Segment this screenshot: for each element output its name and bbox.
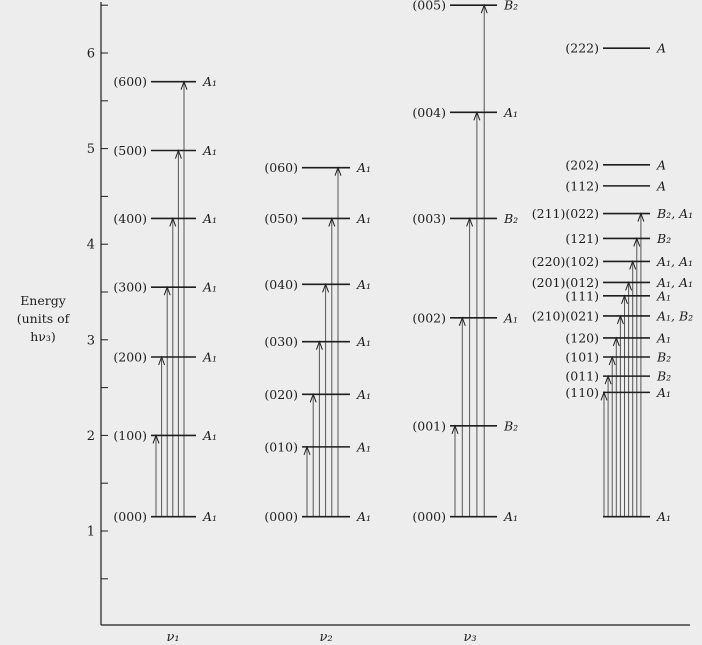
v2-symmetry-label: A₁ — [356, 334, 371, 349]
axis-tick-label: 6 — [87, 47, 95, 62]
combo-symmetry-label: A — [656, 157, 666, 172]
combo-level-label: (120) — [565, 330, 599, 345]
v1-level-label: (600) — [113, 74, 147, 89]
v2-level-label: (040) — [264, 277, 298, 292]
energy-axis-title-line2: (units of hν₃) — [16, 311, 70, 344]
combo-symmetry-label: B₂ — [656, 369, 671, 384]
v1-symmetry-label: A₁ — [202, 211, 217, 226]
combo-symmetry-label: A — [656, 41, 666, 56]
v2-symmetry-label: A₁ — [356, 160, 371, 175]
v3-symmetry-label: A₁ — [503, 509, 518, 524]
v1-symmetry-label: A₁ — [202, 143, 217, 158]
v1-level-label: (500) — [113, 143, 147, 158]
energy-axis-title: Energy (units of hν₃) — [6, 292, 80, 346]
combo-symmetry-label: B₂ — [656, 231, 671, 246]
combo-level-label: (210)(021) — [532, 308, 599, 323]
v3-level-label: (001) — [412, 418, 446, 433]
v3-level-label: (003) — [412, 211, 446, 226]
v3-symmetry-label: A₁ — [503, 105, 518, 120]
v2-symmetry-label: A₁ — [356, 387, 371, 402]
v1-level-label: (400) — [113, 211, 147, 226]
v2-level-label: (030) — [264, 334, 298, 349]
v2-level-label: (050) — [264, 211, 298, 226]
combo-level-label: (110) — [565, 385, 599, 400]
combo-symmetry-label: A₁, B₂ — [656, 308, 693, 323]
combo-level-label: (112) — [565, 178, 599, 193]
combo-level-label: (201)(012) — [532, 275, 599, 290]
v3-symmetry-label: A₁ — [503, 310, 518, 325]
v3-level-label: (005) — [412, 0, 446, 13]
combo-level-label: (101) — [565, 350, 599, 365]
axis-tick-label: 1 — [87, 525, 95, 540]
v1-mode-label: ν₁ — [166, 630, 179, 645]
v1-symmetry-label: A₁ — [202, 280, 217, 295]
v2-level-label: (060) — [264, 160, 298, 175]
combo-level-label: (011) — [565, 369, 599, 384]
combo-symmetry-label: A₁, A₁ — [656, 275, 693, 290]
v3-symmetry-label: B₂ — [503, 0, 518, 13]
v2-level-label: (010) — [264, 439, 298, 454]
v3-mode-label: ν₃ — [463, 630, 476, 645]
v2-mode-label: ν₂ — [319, 630, 332, 645]
combo-symmetry-label: A₁ — [656, 330, 671, 345]
v3-level-label: (004) — [412, 105, 446, 120]
combo-symmetry-label: B₂ — [656, 350, 671, 365]
v1-symmetry-label: A₁ — [202, 350, 217, 365]
axis-tick-label: 2 — [87, 429, 95, 444]
combo-symmetry-label: A₁ — [656, 509, 671, 524]
combo-symmetry-label: A₁ — [656, 288, 671, 303]
v1-symmetry-label: A₁ — [202, 428, 217, 443]
axis-tick-label: 3 — [87, 333, 95, 348]
v2-symmetry-label: A₁ — [356, 509, 371, 524]
combo-symmetry-label: A — [656, 178, 666, 193]
v1-symmetry-label: A₁ — [202, 509, 217, 524]
v1-level-label: (200) — [113, 350, 147, 365]
combo-level-label: (222) — [565, 41, 599, 56]
combo-level-label: (111) — [565, 288, 599, 303]
combo-level-label: (220)(102) — [532, 254, 599, 269]
v2-level-label: (000) — [264, 509, 298, 524]
v1-level-label: (300) — [113, 280, 147, 295]
v2-level-label: (020) — [264, 387, 298, 402]
v3-symmetry-label: B₂ — [503, 418, 518, 433]
combo-level-label: (202) — [565, 157, 599, 172]
combo-symmetry-label: A₁ — [656, 385, 671, 400]
v1-level-label: (100) — [113, 428, 147, 443]
combo-symmetry-label: B₂, A₁ — [656, 206, 693, 221]
combo-level-label: (211)(022) — [532, 206, 599, 221]
axis-tick-label: 5 — [87, 142, 95, 157]
v2-symmetry-label: A₁ — [356, 277, 371, 292]
v3-level-label: (002) — [412, 310, 446, 325]
v2-symmetry-label: A₁ — [356, 439, 371, 454]
axis-tick-label: 4 — [87, 238, 95, 253]
v1-level-label: (000) — [113, 509, 147, 524]
v3-level-label: (000) — [412, 509, 446, 524]
combo-level-label: (121) — [565, 231, 599, 246]
energy-axis-title-line1: Energy — [20, 293, 66, 308]
v2-symmetry-label: A₁ — [356, 211, 371, 226]
combo-symmetry-label: A₁, A₁ — [656, 254, 693, 269]
v3-symmetry-label: B₂ — [503, 211, 518, 226]
v1-symmetry-label: A₁ — [202, 74, 217, 89]
